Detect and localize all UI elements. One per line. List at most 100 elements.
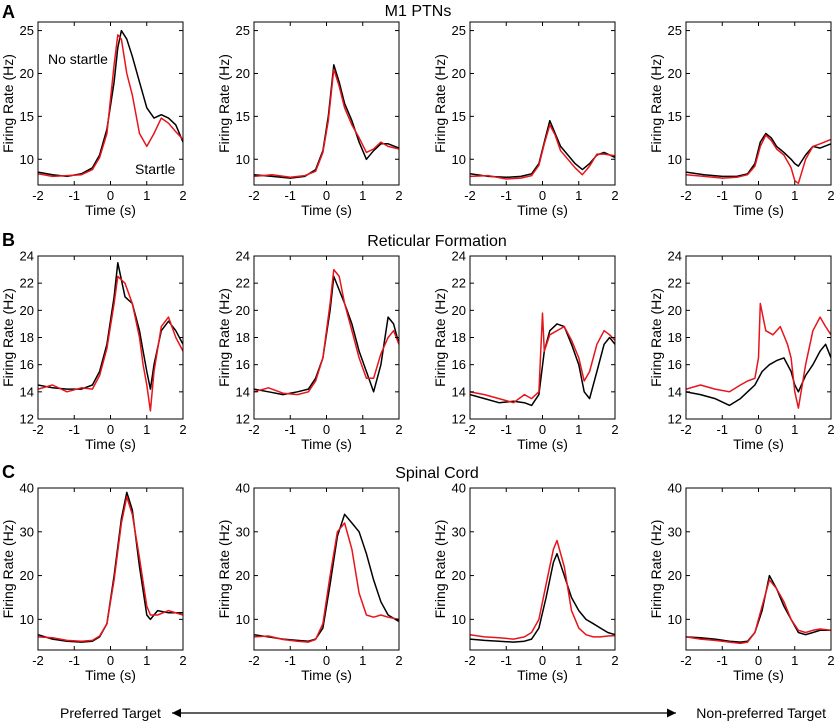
y-tick-label: 14	[236, 384, 250, 399]
y-tick-label: 20	[668, 66, 682, 81]
x-tick-label: 2	[179, 422, 186, 437]
axes-frame	[685, 487, 832, 651]
y-tick-label: 40	[20, 481, 34, 496]
y-tick-label: 18	[452, 330, 466, 345]
y-axis-label: Firing Rate (Hz)	[648, 54, 664, 153]
y-tick-label: 16	[236, 357, 250, 372]
series-line-startle	[686, 579, 831, 645]
x-tick-label: -2	[32, 653, 44, 668]
y-tick-label: 40	[452, 481, 466, 496]
x-tick-label: 0	[107, 188, 114, 203]
x-tick-label: 0	[539, 653, 546, 668]
x-tick-label: 0	[323, 422, 330, 437]
y-tick-label: 15	[20, 109, 34, 124]
x-tick-label: -2	[248, 653, 260, 668]
axes-frame	[37, 487, 184, 651]
row-title-m1-ptns: M1 PTNs	[385, 3, 452, 20]
panel-c-3: -2 -1 0 1 2 10 20 30 40 Time (s) Firing Rate (Hz)	[432, 481, 619, 684]
y-axis-label: Firing Rate (Hz)	[648, 288, 664, 387]
x-tick-label: -1	[716, 188, 728, 203]
series-group	[470, 312, 615, 407]
y-axis-label: Firing Rate (Hz)	[432, 54, 448, 153]
x-axis-label: Time (s)	[517, 202, 568, 218]
series-line-no-startle	[254, 513, 399, 642]
x-tick-label: -1	[284, 653, 296, 668]
panel-c-1: -2 -1 0 1 2 10 20 30 40 Time (s) Firing Rate (Hz)	[0, 481, 187, 684]
x-axis-label: Time (s)	[85, 202, 136, 218]
y-tick-label: 20	[236, 568, 250, 583]
axes-frame	[253, 487, 400, 651]
axes-frame	[469, 487, 616, 651]
series-line-startle	[254, 522, 399, 643]
y-tick-label: 22	[20, 276, 34, 291]
series-line-startle	[686, 302, 831, 409]
series-line-no-startle	[686, 343, 831, 407]
x-tick-label: 2	[827, 422, 834, 437]
x-tick-label: -2	[464, 422, 476, 437]
panel-letter-b: B	[2, 230, 15, 250]
x-tick-label: 1	[143, 653, 150, 668]
series-group	[686, 574, 831, 645]
y-tick-label: 25	[668, 23, 682, 38]
x-tick-label: -1	[68, 422, 80, 437]
x-axis-label: Time (s)	[733, 202, 784, 218]
y-tick-label: 24	[236, 249, 250, 264]
y-tick-label: 22	[236, 276, 250, 291]
footer-preferred-target: Preferred Target	[60, 705, 161, 721]
x-tick-label: 2	[827, 653, 834, 668]
y-tick-label: 20	[452, 66, 466, 81]
series-line-startle	[38, 496, 183, 642]
y-tick-label: 12	[20, 412, 34, 427]
x-tick-label: 1	[359, 422, 366, 437]
x-tick-label: 1	[575, 188, 582, 203]
y-tick-label: 10	[236, 612, 250, 627]
y-tick-label: 18	[20, 330, 34, 345]
y-axis-label: Firing Rate (Hz)	[216, 54, 232, 153]
y-tick-label: 12	[452, 412, 466, 427]
y-tick-label: 10	[668, 612, 682, 627]
x-tick-label: -2	[680, 422, 692, 437]
x-tick-label: -2	[464, 188, 476, 203]
y-tick-label: 18	[668, 330, 682, 345]
y-axis-label: Firing Rate (Hz)	[648, 520, 664, 619]
x-axis-label: Time (s)	[517, 667, 568, 683]
series-line-no-startle	[470, 552, 615, 643]
series-line-no-startle	[38, 491, 183, 643]
x-tick-label: -2	[680, 653, 692, 668]
series-line-startle	[470, 539, 615, 640]
y-tick-label: 15	[452, 109, 466, 124]
y-axis-label: Firing Rate (Hz)	[216, 520, 232, 619]
y-axis-label: Firing Rate (Hz)	[216, 288, 232, 387]
y-tick-label: 22	[452, 276, 466, 291]
x-tick-label: 1	[143, 188, 150, 203]
y-tick-label: 20	[20, 303, 34, 318]
y-tick-label: 10	[452, 612, 466, 627]
panel-c-2: -2 -1 0 1 2 10 20 30 40 Time (s) Firing Rate (Hz)	[216, 481, 403, 684]
series-line-no-startle	[686, 132, 831, 178]
x-axis-label: Time (s)	[517, 436, 568, 452]
x-tick-label: 0	[107, 653, 114, 668]
x-tick-label: 2	[827, 188, 834, 203]
series-line-no-startle	[686, 574, 831, 643]
x-tick-label: 2	[179, 188, 186, 203]
x-tick-label: 2	[611, 188, 618, 203]
axes-frame	[253, 21, 400, 186]
series-group	[686, 132, 831, 185]
row-title-spinal-cord: Spinal Cord	[395, 465, 479, 482]
y-tick-label: 40	[668, 481, 682, 496]
annotation-startle: Startle	[135, 161, 176, 177]
x-tick-label: 1	[143, 422, 150, 437]
y-tick-label: 16	[668, 357, 682, 372]
x-axis-label: Time (s)	[301, 667, 352, 683]
series-line-startle	[254, 68, 399, 179]
y-tick-label: 10	[236, 152, 250, 167]
series-group	[38, 491, 183, 643]
panel-letter-a: A	[2, 2, 15, 22]
x-tick-label: -1	[716, 653, 728, 668]
axes-frame	[469, 255, 616, 420]
y-tick-label: 20	[668, 568, 682, 583]
y-tick-label: 40	[236, 481, 250, 496]
x-tick-label: -2	[32, 422, 44, 437]
x-tick-label: -1	[716, 422, 728, 437]
